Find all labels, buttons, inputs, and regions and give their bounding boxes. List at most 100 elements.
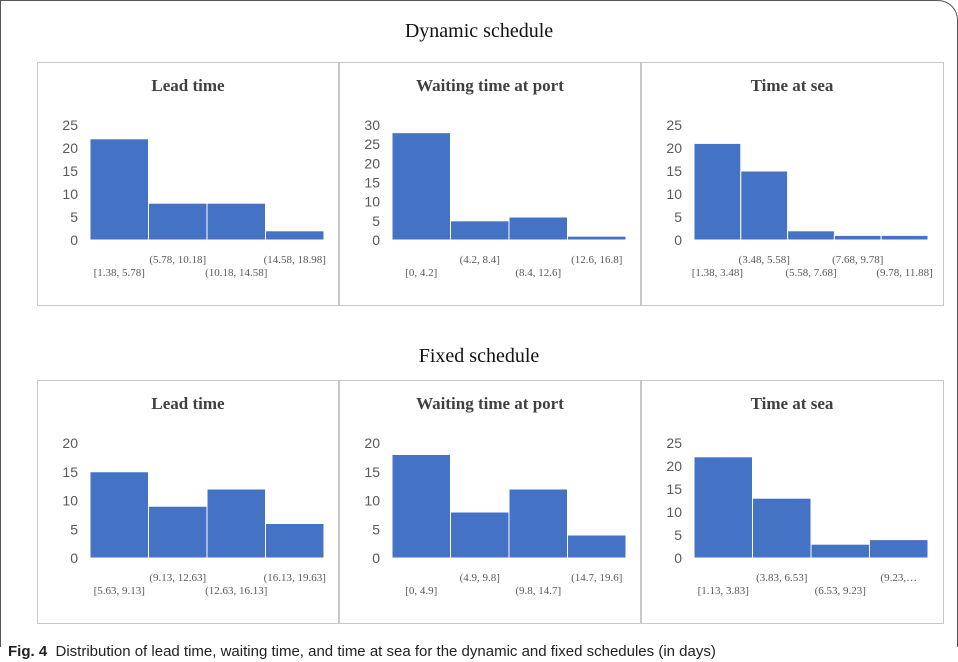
chart-panel-dynamic-time-at-sea: Time at sea 0 5 10 15 20 25 [1.38, 3.48] (3.48, … (641, 62, 944, 306)
x-tick-label: (9.13, 12.63] (149, 572, 206, 584)
chart-title: Waiting time at port (416, 76, 564, 95)
y-tick-label: 0 (70, 232, 78, 248)
y-tick-label: 20 (666, 458, 682, 474)
y-tick-label: 20 (666, 140, 682, 156)
chart-svg: Lead time 0 5 10 15 20 [5.63, 9.13] (9.13, 12.6… (62, 394, 325, 597)
bar (89, 138, 149, 241)
x-tick-label: (4.2, 8.4] (460, 254, 500, 266)
y-tick-label: 0 (674, 550, 682, 566)
chart-title: Waiting time at port (416, 394, 564, 413)
x-tick-label: (4.9, 9.8] (460, 572, 500, 584)
x-tick-label: (9.78, 11.88] (876, 267, 932, 279)
bar (206, 202, 266, 241)
chart-svg: Lead time 0 5 10 15 20 25 [1.38, 5.78] (5.78, 10… (62, 76, 326, 279)
chart-panel-dynamic-waiting-time: Waiting time at port 0 5 10 15 20 25 30 [0, 4.2]… (339, 62, 641, 306)
x-tick-label: [1.13, 3.83] (698, 585, 749, 597)
y-tick-label: 0 (372, 232, 380, 248)
bar (693, 456, 753, 559)
y-tick-label: 25 (666, 117, 682, 133)
bar (148, 505, 208, 559)
y-tick-label: 25 (62, 117, 78, 133)
y-tick-label: 25 (364, 136, 380, 152)
y-tick-label: 5 (372, 521, 380, 537)
chart-panel-fixed-waiting-time: Waiting time at port 0 5 10 15 20 [0, 4.9] (4.9… (339, 380, 641, 624)
y-tick-label: 5 (372, 213, 380, 229)
figure-caption: Fig. 4 Distribution of lead time, waitin… (8, 643, 716, 660)
bar (869, 539, 929, 559)
x-tick-label: [0, 4.2] (405, 267, 437, 279)
y-tick-label: 20 (62, 140, 78, 156)
bar (391, 454, 451, 559)
bar (206, 488, 266, 559)
y-tick-label: 15 (62, 163, 78, 179)
bar (693, 142, 742, 241)
caption-label: Fig. 4 (8, 643, 48, 660)
x-tick-label: (5.78, 10.18] (149, 254, 206, 266)
bar (265, 230, 325, 241)
bar (89, 471, 149, 559)
y-tick-label: 5 (674, 209, 682, 225)
y-tick-label: 10 (364, 194, 380, 210)
y-tick-label: 20 (364, 155, 380, 171)
bar (148, 202, 208, 241)
y-tick-label: 5 (70, 209, 78, 225)
x-tick-label: (3.48, 5.58] (739, 254, 790, 266)
y-tick-label: 15 (666, 481, 682, 497)
bar (752, 497, 812, 559)
bar (567, 235, 627, 241)
y-tick-label: 10 (666, 504, 682, 520)
x-tick-label: (12.6, 16.8] (571, 254, 622, 266)
y-tick-label: 15 (666, 163, 682, 179)
y-tick-label: 10 (62, 186, 78, 202)
y-tick-label: 5 (70, 521, 78, 537)
y-tick-label: 30 (364, 117, 380, 133)
y-tick-label: 10 (666, 186, 682, 202)
x-tick-label: [5.63, 9.13] (94, 585, 145, 597)
y-tick-label: 0 (70, 550, 78, 566)
x-tick-label: (5.58, 7.68] (785, 267, 836, 279)
section-title-dynamic: Dynamic schedule (404, 20, 554, 42)
y-tick-label: 15 (62, 464, 78, 480)
x-tick-label: (3.83, 6.53] (756, 572, 807, 584)
x-tick-label: [1.38, 3.48] (692, 267, 743, 279)
y-tick-label: 20 (364, 435, 380, 451)
y-tick-label: 25 (666, 435, 682, 451)
chart-title: Lead time (151, 394, 225, 413)
bar (450, 220, 510, 241)
chart-svg: Waiting time at port 0 5 10 15 20 25 30 [0, 4.2]… (364, 76, 627, 279)
bar (265, 523, 325, 559)
chart-panel-fixed-lead-time: Lead time 0 5 10 15 20 [5.63, 9.13] (9.13, 12.6… (37, 380, 339, 624)
x-tick-label: (10.18, 14.58] (205, 267, 267, 279)
y-tick-label: 15 (364, 175, 380, 191)
y-tick-label: 20 (62, 435, 78, 451)
chart-panel-dynamic-lead-time: Lead time 0 5 10 15 20 25 [1.38, 5.78] (5.78, 10… (37, 62, 339, 306)
x-tick-label: (8.4, 12.6] (515, 267, 561, 279)
y-tick-label: 0 (674, 232, 682, 248)
y-tick-label: 5 (674, 527, 682, 543)
caption-text: Distribution of lead time, waiting time,… (55, 643, 716, 660)
x-tick-label: (6.53, 9.23] (815, 585, 866, 597)
x-tick-label: (14.58, 18.98] (264, 254, 326, 266)
bar (810, 543, 870, 559)
bar (880, 234, 929, 241)
x-tick-label: [1.38, 5.78] (94, 267, 145, 279)
chart-title: Lead time (151, 76, 225, 95)
chart-title: Time at sea (751, 76, 834, 95)
chart-svg: Time at sea 0 5 10 15 20 25 [1.13, 3.83] (3.83, … (666, 394, 929, 597)
chart-svg: Time at sea 0 5 10 15 20 25 [1.38, 3.48](3.48, … (666, 76, 932, 279)
x-tick-label: (14.7, 19.6] (571, 572, 622, 584)
x-tick-label: (12.63, 16.13] (205, 585, 267, 597)
bar (567, 534, 627, 559)
y-tick-label: 15 (364, 464, 380, 480)
x-tick-label: [0, 4.9] (405, 585, 437, 597)
y-tick-label: 10 (62, 493, 78, 509)
chart-svg: Waiting time at port 0 5 10 15 20 [0, 4.9] (4.9… (364, 394, 627, 597)
bar (391, 132, 451, 241)
bar (833, 234, 882, 241)
bar (508, 488, 568, 559)
bar (450, 511, 510, 559)
y-tick-label: 10 (364, 493, 380, 509)
x-tick-label: (9.8, 14.7] (515, 585, 561, 597)
x-tick-label: (9.23,… (880, 572, 917, 584)
x-tick-label: (7.68, 9.78] (832, 254, 883, 266)
